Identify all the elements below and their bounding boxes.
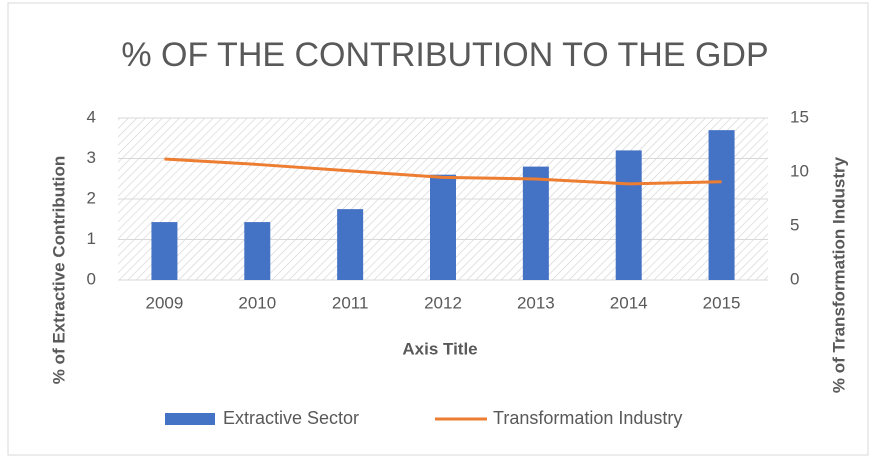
x-tick-label: 2013 bbox=[517, 293, 555, 312]
y2-tick-label: 5 bbox=[790, 215, 799, 234]
x-tick-label: 2011 bbox=[332, 293, 369, 312]
bar bbox=[522, 166, 549, 280]
bar bbox=[430, 174, 456, 280]
bar bbox=[337, 209, 364, 280]
x-tick-label: 2010 bbox=[238, 293, 276, 312]
bar bbox=[708, 130, 735, 280]
y2-axis-title: % of Transformation Industry bbox=[829, 156, 848, 393]
x-tick-label: 2015 bbox=[703, 293, 741, 312]
x-tick-label: 2012 bbox=[424, 293, 462, 312]
bar bbox=[615, 150, 642, 280]
x-tick-label: 2014 bbox=[610, 293, 648, 312]
legend-label: Transformation Industry bbox=[493, 408, 682, 428]
bar bbox=[244, 222, 271, 280]
bar bbox=[151, 222, 178, 280]
y-tick-label: 0 bbox=[87, 269, 96, 288]
line bbox=[164, 157, 722, 186]
y2-tick-label: 15 bbox=[790, 107, 809, 126]
x-tick-label: 2009 bbox=[146, 293, 184, 312]
x-axis-title: Axis Title bbox=[402, 339, 477, 358]
y-tick-label: 3 bbox=[87, 148, 96, 167]
legend-label: Extractive Sector bbox=[223, 408, 359, 428]
legend-swatch bbox=[165, 413, 215, 425]
y2-tick-label: 0 bbox=[790, 269, 799, 288]
y-tick-label: 4 bbox=[87, 107, 96, 126]
y-tick-label: 1 bbox=[87, 229, 96, 248]
chart-title: % OF THE CONTRIBUTION TO THE GDP bbox=[121, 36, 768, 74]
y-axis-title: % of Extractive Contribution bbox=[49, 156, 68, 385]
y-tick-label: 2 bbox=[87, 188, 96, 207]
y2-tick-label: 10 bbox=[790, 161, 809, 180]
